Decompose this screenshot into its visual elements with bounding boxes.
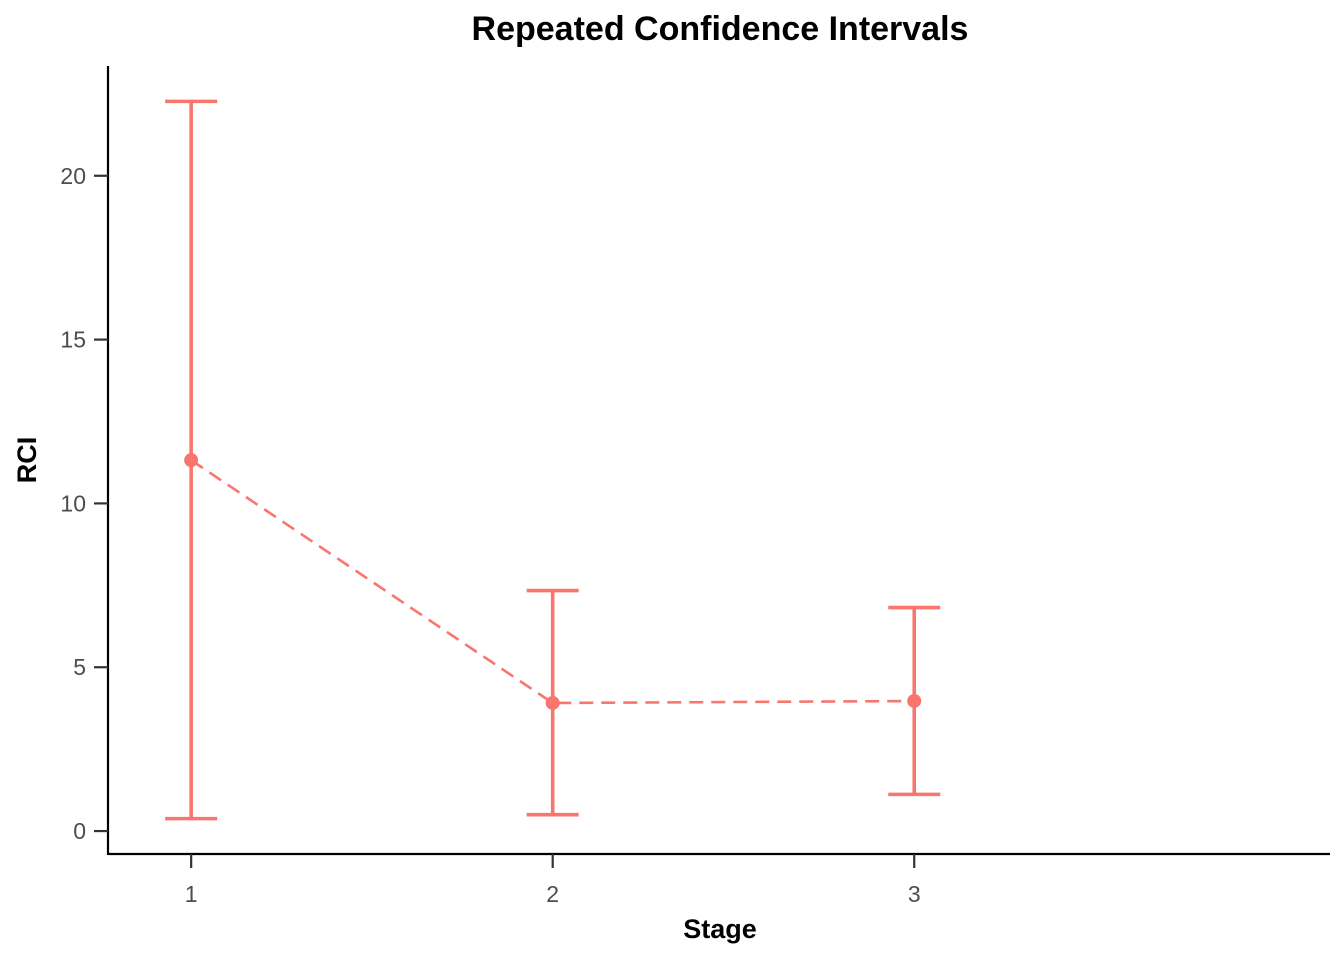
- chart-title: Repeated Confidence Intervals: [472, 10, 969, 48]
- y-tick-label: 5: [73, 654, 86, 680]
- y-tick-label: 15: [60, 327, 86, 353]
- x-tick-label: 2: [546, 881, 559, 907]
- x-axis-label: Stage: [683, 914, 757, 944]
- y-axis-label: RCI: [12, 437, 42, 484]
- plot-area: [165, 99, 941, 821]
- x-tick-label: 3: [908, 881, 921, 907]
- series-line: [190, 459, 915, 705]
- x-axis-ticks: 1 2 3: [185, 854, 921, 907]
- data-point: [545, 695, 560, 710]
- y-axis-ticks: 0 5 10 15 20: [60, 163, 108, 844]
- x-tick-label: 1: [185, 881, 198, 907]
- data-point: [184, 453, 199, 468]
- data-point: [907, 693, 922, 708]
- y-tick-label: 20: [60, 163, 86, 189]
- y-tick-label: 0: [73, 818, 86, 844]
- y-tick-label: 10: [60, 490, 86, 516]
